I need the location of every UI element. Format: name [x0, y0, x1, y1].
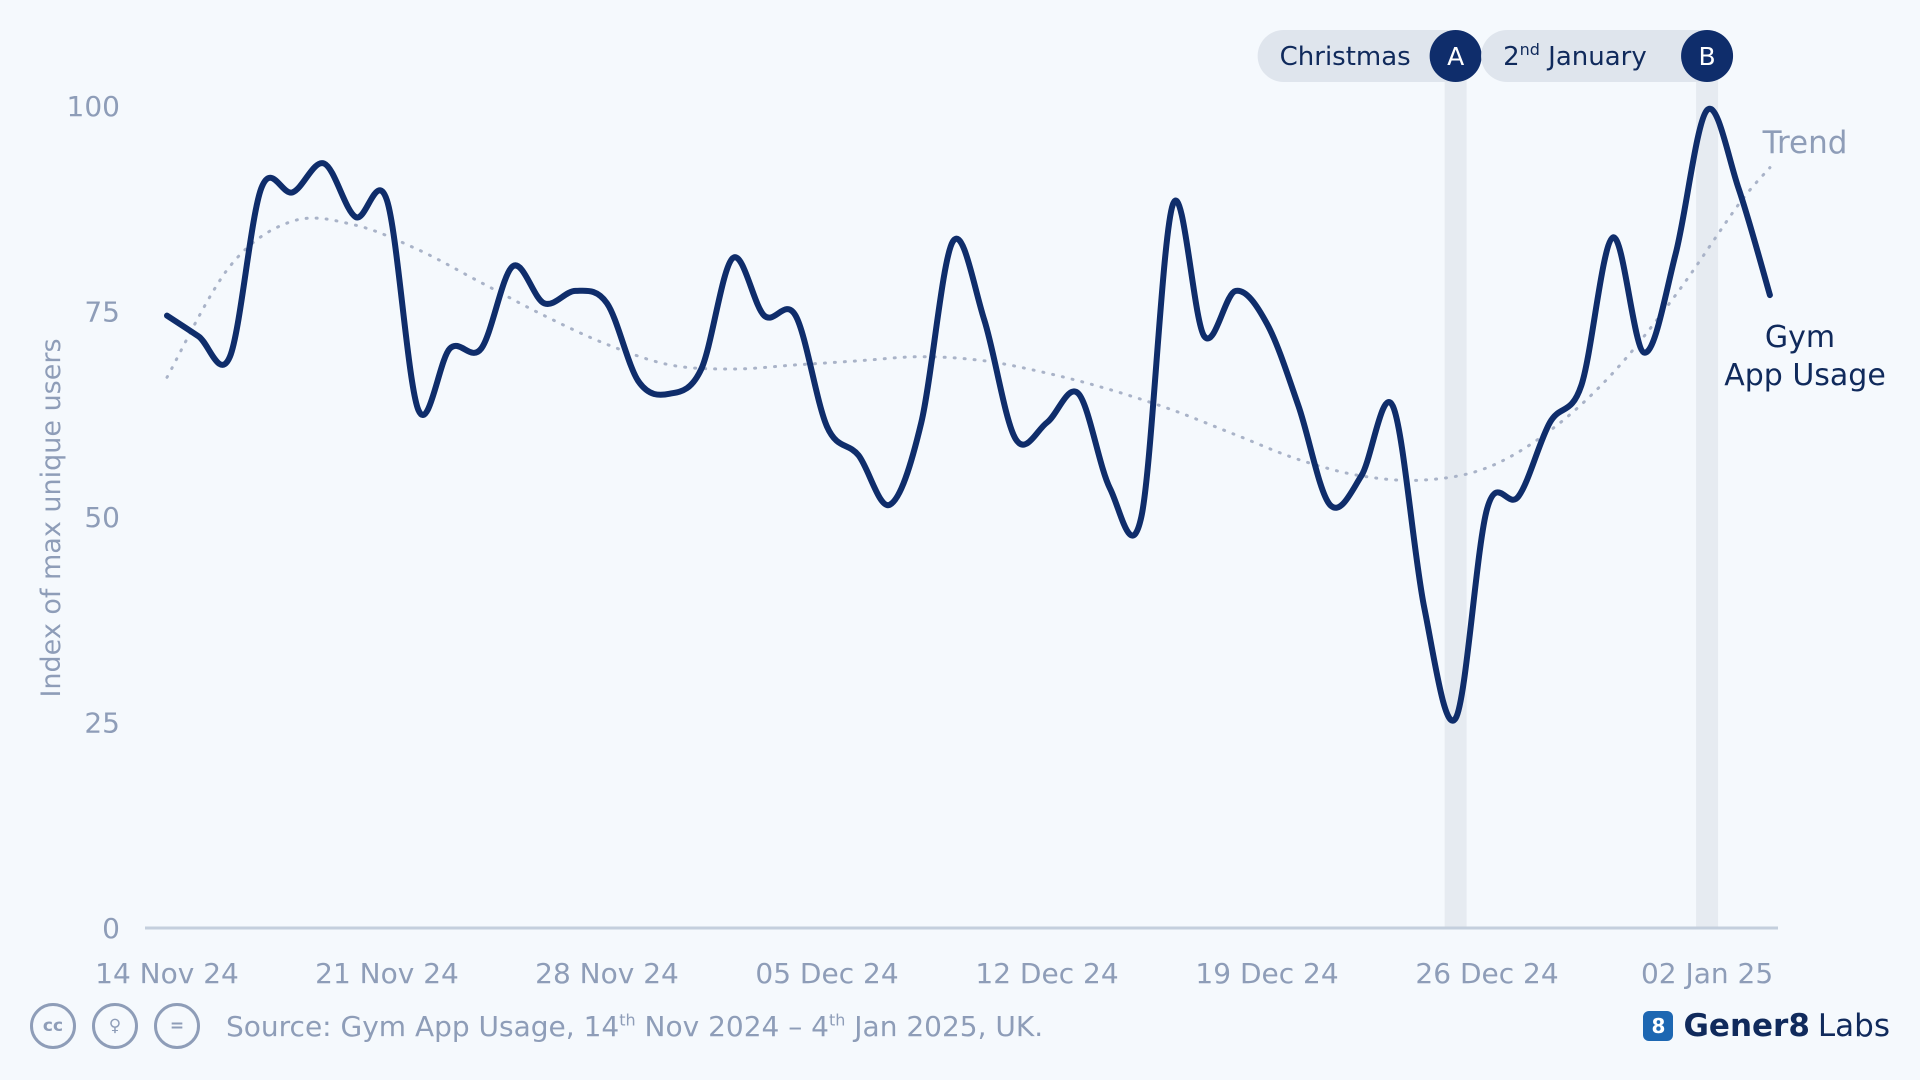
callout-a: A Christmas [1257, 30, 1482, 82]
y-tick-label: 0 [102, 912, 120, 945]
x-tick-label: 28 Nov 24 [535, 957, 679, 990]
callout-pill [1481, 30, 1726, 82]
x-tick-label: 26 Dec 24 [1415, 957, 1558, 990]
brand-name-bold: Gener8 [1683, 1008, 1810, 1044]
y-tick-label: 25 [84, 707, 120, 740]
highlight-band-b [1696, 75, 1719, 928]
event-callouts: A Christmas B 2nd January [1257, 30, 1734, 82]
x-tick-label: 21 Nov 24 [315, 957, 459, 990]
callout-label: Christmas [1280, 42, 1411, 72]
callout-label: 2nd January [1503, 40, 1647, 72]
callout-marker [1429, 30, 1482, 82]
x-axis-ticks: 14 Nov 24 21 Nov 24 28 Nov 24 05 Dec 24 12 D… [95, 957, 1773, 990]
highlight-bands [1444, 75, 1719, 928]
y-axis-ticks: 0 25 50 75 100 [67, 90, 120, 945]
no-derivatives-icon: = [154, 1003, 200, 1049]
gym-series-label-line1: Gym [1765, 320, 1835, 355]
callout-marker-letter: B [1698, 42, 1715, 71]
y-axis-title: Index of max unique users [36, 338, 67, 697]
trend-series-label: Trend [1762, 125, 1848, 161]
gym-series-label-line2: App Usage [1724, 358, 1886, 393]
callout-marker-letter: A [1447, 42, 1464, 71]
x-tick-label: 05 Dec 24 [755, 957, 898, 990]
highlight-band-a [1444, 75, 1467, 928]
source-note: Source: Gym App Usage, 14th Nov 2024 – 4… [226, 1009, 1044, 1043]
x-tick-label: 12 Dec 24 [975, 957, 1118, 990]
brand: 8 Gener8 Labs [1643, 1008, 1890, 1044]
attribution-icon: ♀ [92, 1003, 138, 1049]
y-tick-label: 100 [67, 90, 120, 123]
creative-commons-icon: cc [30, 1003, 76, 1049]
footer: cc ♀ = Source: Gym App Usage, 14th Nov 2… [30, 998, 1890, 1054]
brand-name-rest: Labs [1817, 1008, 1890, 1044]
series-lines [164, 105, 1773, 724]
y-tick-label: 50 [84, 501, 120, 534]
y-tick-label: 75 [84, 296, 120, 329]
gym-usage-line [164, 105, 1773, 724]
x-tick-label: 02 Jan 25 [1641, 957, 1773, 990]
x-tick-label: 14 Nov 24 [95, 957, 239, 990]
callout-pill [1257, 30, 1474, 82]
x-tick-label: 19 Dec 24 [1195, 957, 1338, 990]
callout-b: B 2nd January [1481, 30, 1734, 82]
brand-logo-icon: 8 [1643, 1011, 1674, 1041]
callout-marker [1681, 30, 1734, 82]
